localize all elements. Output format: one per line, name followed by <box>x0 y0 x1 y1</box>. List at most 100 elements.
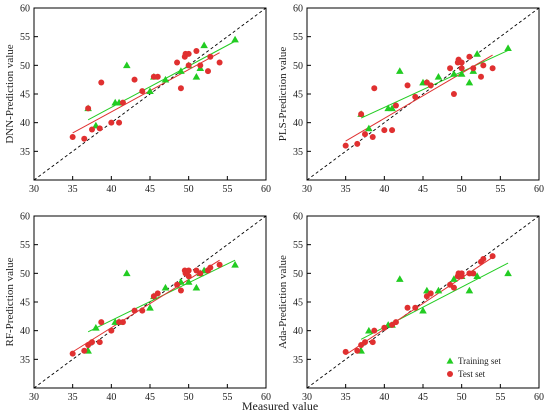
training-point <box>192 73 201 80</box>
reference-line-y-equals-x <box>34 8 266 180</box>
test-point <box>427 82 434 89</box>
test-point <box>177 287 184 294</box>
training-point <box>146 303 154 311</box>
test-point <box>131 76 138 83</box>
common-x-axis-label: Measured value <box>242 399 318 413</box>
test-point <box>216 261 223 268</box>
x-tick-label: 45 <box>418 184 428 195</box>
test-point <box>342 348 349 355</box>
test-point <box>458 273 465 280</box>
x-tick-label: 60 <box>261 184 271 195</box>
training-point <box>146 87 154 94</box>
test-point <box>69 134 76 140</box>
training-point <box>161 283 170 291</box>
y-tick-label: 35 <box>20 355 30 366</box>
training-point <box>450 70 458 77</box>
test-point <box>185 50 192 57</box>
x-tick-label: 45 <box>418 392 428 403</box>
x-tick-label: 50 <box>184 392 194 403</box>
x-tick-label: 35 <box>341 184 351 195</box>
x-tick-label: 35 <box>68 392 78 403</box>
test-point <box>216 59 223 66</box>
test-point <box>98 319 105 326</box>
y-tick-label: 35 <box>20 147 30 158</box>
y-tick-label: 60 <box>20 4 30 15</box>
test-point <box>392 102 399 109</box>
x-tick-label: 50 <box>184 184 194 195</box>
y-axis-label: DNN-Prediction value <box>4 44 16 143</box>
test-point <box>85 105 92 112</box>
test-point <box>81 135 88 142</box>
test-point <box>207 53 214 60</box>
training-point <box>396 275 404 282</box>
x-tick-label: 40 <box>106 184 116 195</box>
test-point <box>96 339 103 346</box>
training-point <box>231 35 239 43</box>
test-point <box>358 111 365 118</box>
test-point <box>458 59 465 66</box>
y-axis-label: RF-Prediction value <box>4 257 16 346</box>
test-point <box>119 99 126 106</box>
test-point <box>404 304 411 311</box>
y-tick-label: 55 <box>20 240 30 251</box>
test-point <box>154 73 161 80</box>
test-point <box>478 73 484 80</box>
test-point <box>81 347 88 354</box>
x-tick-label: 50 <box>457 392 467 403</box>
training-point <box>231 260 239 268</box>
x-tick-label: 35 <box>68 184 78 195</box>
test-point <box>412 93 419 100</box>
test-point <box>369 339 376 346</box>
test-point <box>480 62 487 69</box>
test-point <box>489 65 496 72</box>
test-point <box>427 290 434 297</box>
y-tick-label: 45 <box>293 298 303 309</box>
x-tick-label: 45 <box>145 392 155 403</box>
y-tick-label: 45 <box>20 298 30 309</box>
test-point <box>89 126 95 133</box>
test-point <box>470 270 477 277</box>
test-point <box>185 267 192 274</box>
y-tick-label: 60 <box>293 4 303 15</box>
y-tick-label: 50 <box>293 269 303 280</box>
test-point <box>207 264 214 271</box>
x-tick-label: 55 <box>222 392 232 403</box>
training-point <box>161 75 170 83</box>
test-point <box>96 125 103 132</box>
chart-panel-2: 30 35 40 45 50 55 60 35 40 45 50 55 60 PLS-Prediction… <box>277 4 544 196</box>
test-point <box>489 253 496 260</box>
test-point <box>89 339 95 346</box>
y-tick-label: 40 <box>293 118 303 129</box>
test-point <box>381 127 388 134</box>
x-tick-label: 30 <box>302 184 312 195</box>
y-tick-label: 60 <box>293 212 303 223</box>
y-axis-label: Ada-Prediction value <box>277 255 289 349</box>
y-tick-label: 50 <box>20 61 30 72</box>
training-point <box>434 286 443 294</box>
test-point <box>69 350 76 357</box>
x-tick-label: 60 <box>261 392 271 403</box>
test-point <box>362 131 368 138</box>
test-point <box>389 127 396 134</box>
test-fit-line <box>345 54 493 142</box>
test-point <box>342 142 349 149</box>
x-tick-label: 60 <box>534 184 544 195</box>
training-point <box>473 50 481 57</box>
test-point <box>174 59 181 66</box>
x-tick-label: 55 <box>222 184 232 195</box>
test-point <box>139 307 146 314</box>
legend-marker-test <box>447 371 453 377</box>
x-tick-label: 40 <box>106 392 116 403</box>
y-tick-label: 60 <box>20 212 30 223</box>
test-point <box>197 270 204 277</box>
legend-label-test: Test set <box>458 369 486 379</box>
test-point <box>139 88 146 95</box>
y-tick-label: 50 <box>20 269 30 280</box>
test-point <box>193 48 200 54</box>
training-point <box>457 70 466 77</box>
x-tick-label: 60 <box>534 392 544 403</box>
test-point <box>185 273 192 280</box>
y-tick-label: 45 <box>20 90 30 101</box>
x-tick-label: 50 <box>457 184 467 195</box>
x-tick-label: 35 <box>341 392 351 403</box>
